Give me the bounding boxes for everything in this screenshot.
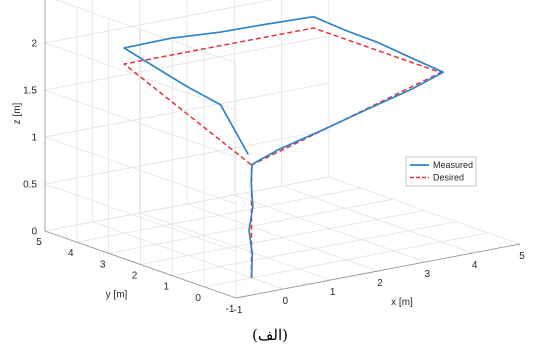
floor-grid-line: [76, 187, 361, 243]
x-tick-label: -1: [234, 305, 243, 316]
y-tick-label: 5: [36, 237, 42, 248]
x-axis-line: [235, 243, 521, 299]
back-wall-grid-line: [44, 82, 330, 138]
y-axis-line: [44, 230, 237, 299]
z-tick-label: 0: [31, 227, 37, 238]
left-wall-grid-line: [44, 42, 237, 111]
y-tick-label: 1: [164, 282, 170, 293]
back-wall-grid-line: [44, 129, 330, 185]
y-tick-label: 2: [132, 271, 138, 282]
x-tick-label: 1: [330, 287, 336, 298]
z-tick-label: 2.5: [23, 0, 37, 3]
floor-grid-line: [204, 232, 489, 288]
z-tick-label: 1: [31, 133, 37, 144]
figure-caption: (الف): [252, 326, 288, 344]
z-tick-label: 0.5: [23, 180, 37, 191]
legend-label-desired: Desired: [433, 173, 464, 183]
x-tick-label: 0: [283, 296, 289, 307]
y-tick-label: 4: [68, 248, 74, 259]
series-line-measured: [123, 15, 445, 278]
x-tick-label: 3: [425, 269, 431, 280]
back-wall-grid-line: [44, 35, 330, 91]
legend-box: [405, 156, 477, 187]
back-wall-grid-line: [44, 0, 274, 44]
z-tick-label: 1.5: [23, 86, 37, 97]
series-line-desired: [123, 27, 442, 278]
x-tick-label: 5: [519, 251, 525, 262]
grid-lines: [44, 0, 521, 299]
y-tick-label: 3: [100, 259, 106, 270]
z-axis-label: z [m]: [12, 102, 23, 124]
left-wall-grid-line: [44, 136, 237, 205]
left-wall-grid-line: [44, 89, 237, 158]
floor-grid-line: [172, 221, 457, 277]
back-wall-grid-line: [44, 176, 330, 232]
x-tick-label: 2: [377, 278, 383, 289]
floor-grid-line: [108, 198, 393, 254]
series-lines: [123, 15, 445, 278]
axes-box: [44, 0, 521, 299]
legend: Measured Desired: [405, 156, 477, 187]
y-tick-label: 0: [195, 293, 201, 304]
z-tick-label: 2: [31, 39, 37, 50]
x-axis-label: x [m]: [391, 297, 413, 308]
x-tick-label: 4: [472, 260, 478, 271]
y-axis-label: y [m]: [106, 290, 128, 301]
y-tick-label: -1: [226, 304, 235, 315]
legend-label-measured: Measured: [433, 160, 473, 170]
left-wall-grid-line: [44, 183, 237, 252]
floor-grid-line: [140, 210, 425, 265]
left-wall-grid-line: [55, 0, 237, 64]
